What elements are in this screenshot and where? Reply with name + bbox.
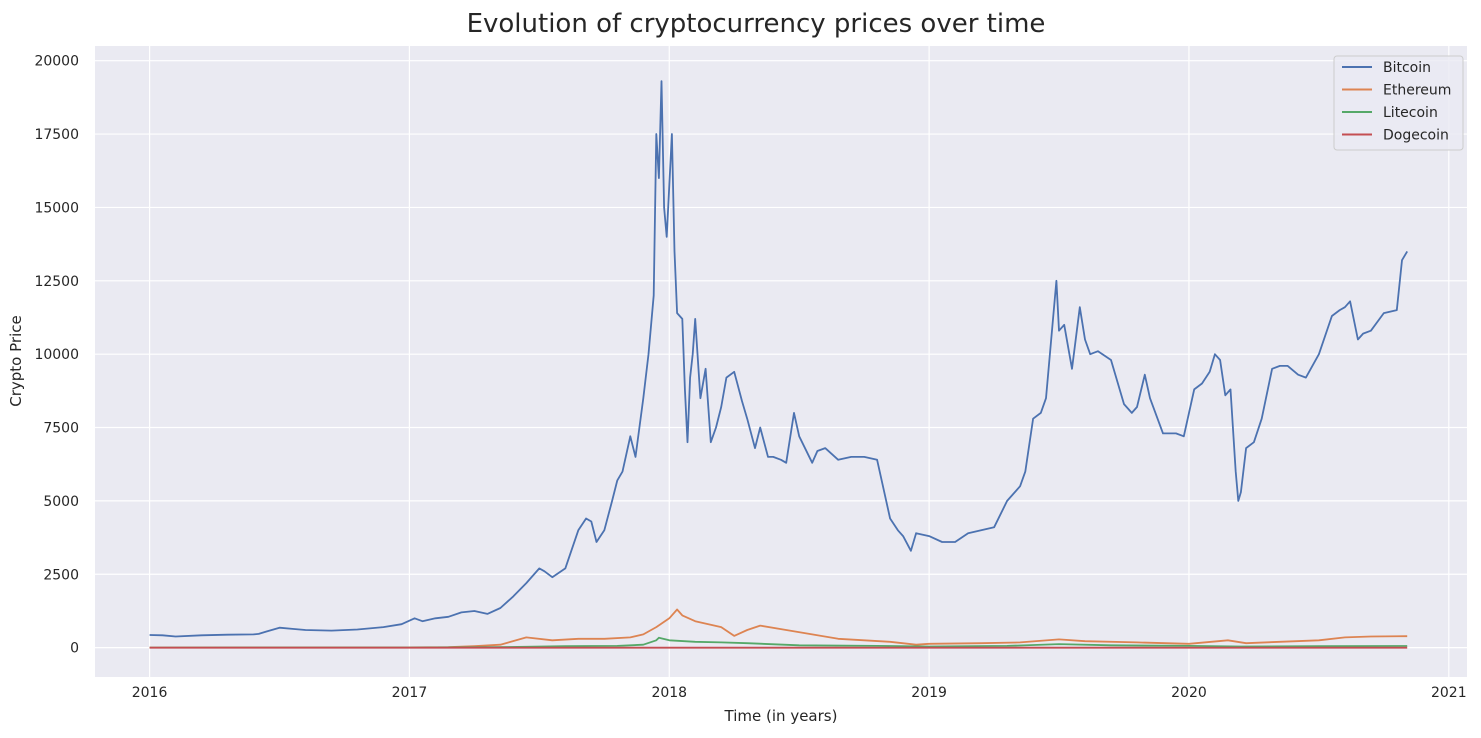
x-tick-label: 2018 xyxy=(651,685,687,701)
plot-area xyxy=(95,46,1467,677)
y-tick-label: 15000 xyxy=(34,200,79,216)
legend-label-dogecoin: Dogecoin xyxy=(1383,128,1449,144)
y-tick-label: 2500 xyxy=(43,567,79,583)
legend-label-ethereum: Ethereum xyxy=(1383,83,1451,99)
x-tick-label: 2016 xyxy=(132,685,168,701)
y-tick-label: 12500 xyxy=(34,274,79,290)
axis-ticks: 0 2500 5000 7500 10000 12500 15000 17500 20000 20… xyxy=(34,54,1466,701)
series-line-bitcoin xyxy=(149,80,1408,638)
x-tick-label: 2021 xyxy=(1431,685,1467,701)
legend-label-bitcoin: Bitcoin xyxy=(1383,60,1431,76)
legend: Bitcoin Ethereum Litecoin Dogecoin xyxy=(1333,55,1464,151)
x-tick-label: 2019 xyxy=(911,685,947,701)
y-tick-label: 0 xyxy=(70,641,79,657)
y-tick-label: 7500 xyxy=(43,421,79,437)
grid-lines xyxy=(95,46,1467,677)
y-tick-label: 10000 xyxy=(34,347,79,363)
legend-label-litecoin: Litecoin xyxy=(1383,105,1438,121)
series-line-ethereum xyxy=(149,608,1408,649)
chart-title: Evolution of cryptocurrency prices over … xyxy=(467,9,1046,39)
x-tick-label: 2017 xyxy=(392,685,428,701)
y-tick-label: 20000 xyxy=(34,54,79,70)
y-axis-label: Crypto Price xyxy=(7,315,25,406)
x-axis-label: Time (in years) xyxy=(724,707,838,725)
x-tick-label: 2020 xyxy=(1171,685,1207,701)
y-tick-label: 17500 xyxy=(34,127,79,143)
y-tick-label: 5000 xyxy=(43,494,79,510)
series-lines xyxy=(149,80,1408,649)
legend-box xyxy=(1333,55,1464,151)
